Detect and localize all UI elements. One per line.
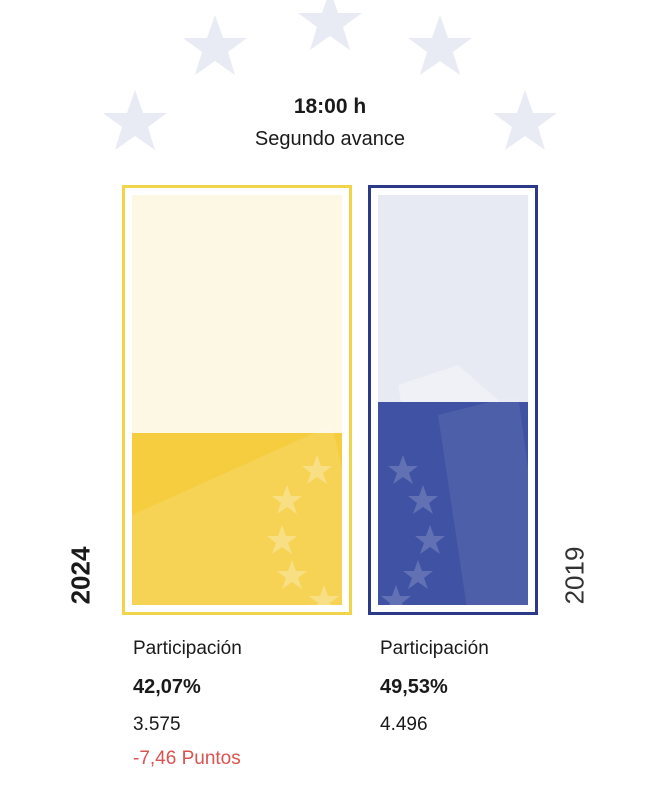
eu-stars-decoration [103, 0, 557, 150]
bar-2024-track [132, 195, 342, 605]
bar-2019-fill [378, 401, 528, 605]
star-icon [493, 90, 557, 150]
star-icon [302, 455, 332, 484]
participation-label: Participación [133, 638, 242, 659]
star-icon [277, 560, 307, 589]
stats-2024: Participación 42,07% 3.575 -7,46 Puntos [133, 638, 242, 770]
participation-percent: 42,07% [133, 676, 201, 698]
time-label: 18:00 h [293, 95, 367, 118]
phase-label: Segundo avance [254, 128, 406, 150]
star-icon [415, 525, 445, 554]
bar-2024-decoration [132, 425, 342, 605]
star-icon [267, 525, 297, 554]
year-label-2024: 2024 [65, 546, 96, 605]
year-label-2019: 2019 [559, 546, 590, 605]
star-icon [272, 485, 302, 514]
star-icon [103, 90, 167, 150]
star-icon [298, 0, 362, 50]
participation-label: Participación [380, 638, 489, 659]
bar-2024 [122, 185, 352, 615]
bar-2019 [368, 185, 538, 615]
bar-2019-border [368, 185, 538, 615]
stats-2019: Participación 49,53% 4.496 [380, 638, 489, 748]
bar-2024-border [122, 185, 352, 615]
star-icon [183, 15, 247, 75]
participation-diff: -7,46 Puntos [133, 748, 241, 769]
star-icon [388, 455, 418, 484]
star-icon [403, 560, 433, 589]
bar-2019-track [378, 195, 528, 605]
participation-percent: 49,53% [380, 676, 448, 698]
participation-count: 4.496 [380, 714, 428, 735]
star-icon [309, 585, 339, 605]
star-icon [381, 585, 411, 605]
star-icon [408, 15, 472, 75]
bar-2019-decoration [381, 395, 528, 605]
star-icon [408, 485, 438, 514]
participation-count: 3.575 [133, 714, 181, 735]
bar-2024-fill [132, 432, 342, 605]
